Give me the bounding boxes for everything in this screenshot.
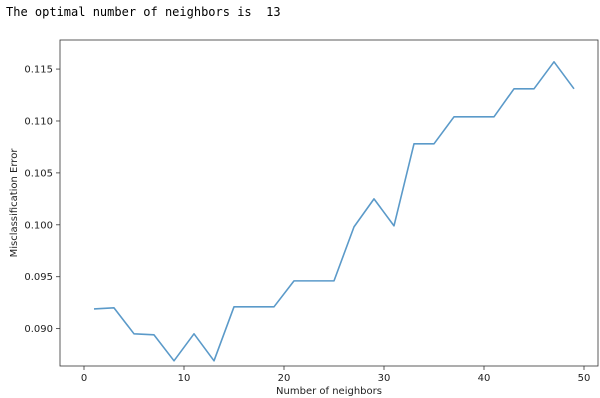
plot-frame: [59, 39, 599, 367]
y-axis-label: Misclassification Error: [9, 148, 20, 258]
x-tick-label: 40: [478, 373, 491, 384]
cell-output-text: The optimal number of neighbors is 13: [6, 3, 281, 21]
x-tick-label: 0: [81, 373, 87, 384]
output-prefix: The optimal number of neighbors is: [6, 5, 252, 19]
y-tick-label: 0.090: [24, 324, 53, 335]
ticks-layer: 0 10 20 30 40 50 0.090 0.095 0.100 0.105 0.110 0.11…: [24, 65, 590, 384]
x-tick-label: 10: [178, 373, 191, 384]
y-tick-label: 0.095: [24, 272, 53, 283]
y-tick-label: 0.110: [24, 116, 53, 127]
y-tick-label: 0.105: [24, 168, 53, 179]
series-line: [93, 60, 575, 362]
x-tick-label: 30: [378, 373, 391, 384]
optimal-neighbors-value: 13: [266, 5, 281, 19]
x-axis-label: Number of neighbors: [276, 386, 382, 397]
y-tick-label: 0.100: [24, 220, 53, 231]
series-layer: [93, 60, 575, 362]
y-tick-label: 0.115: [24, 65, 53, 76]
x-tick-label: 50: [578, 373, 591, 384]
x-tick-label: 20: [278, 373, 291, 384]
